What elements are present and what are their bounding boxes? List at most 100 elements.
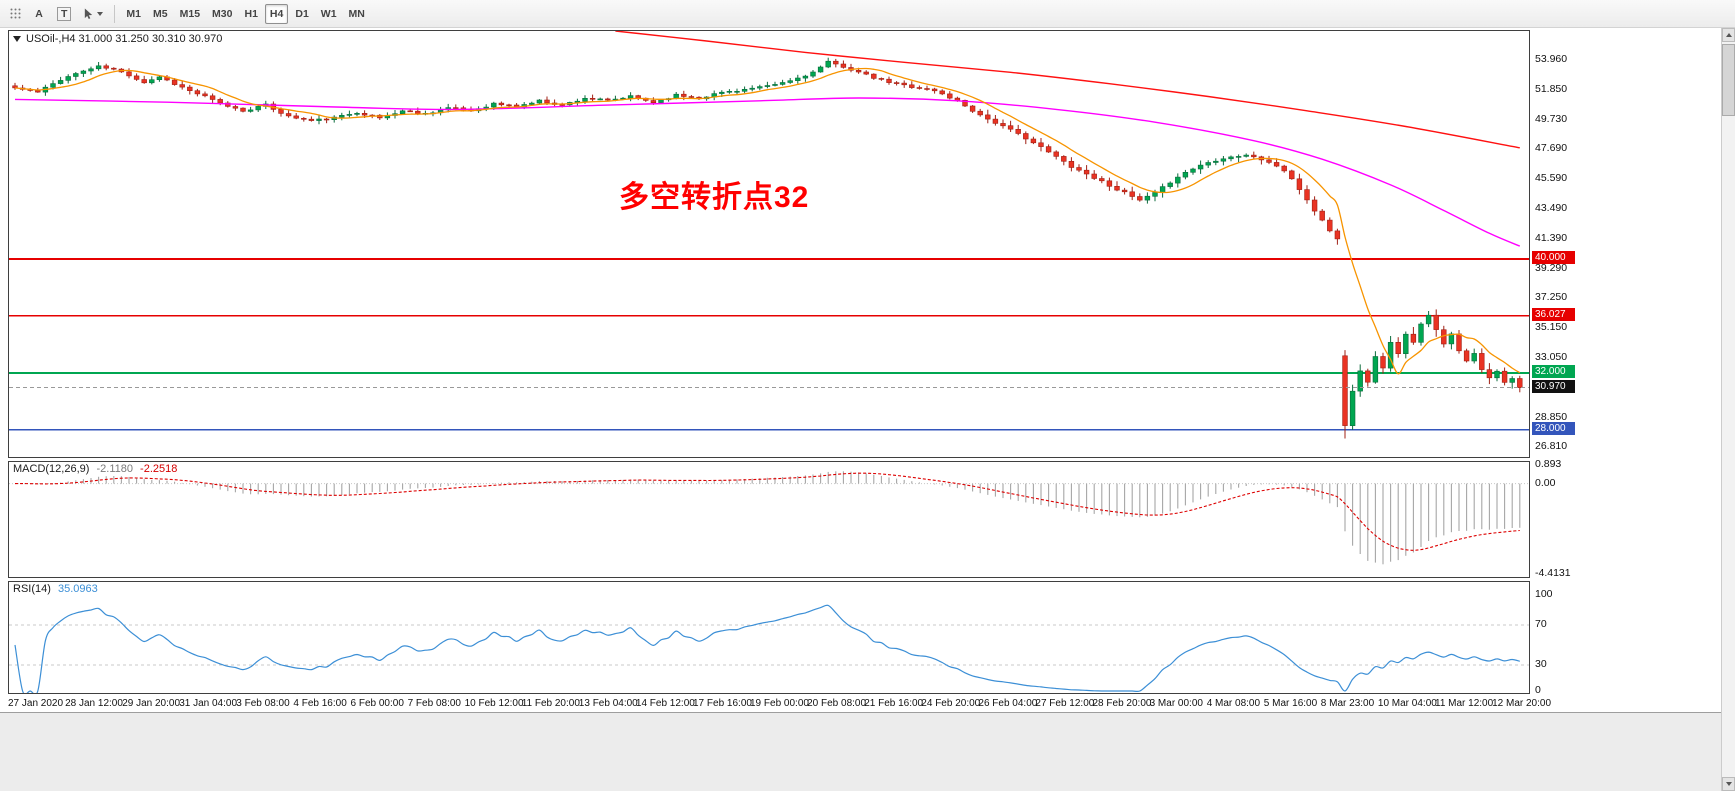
macd-pane[interactable]: MACD(12,26,9) -2.1180 -2.2518 [8, 461, 1530, 578]
time-axis-label: 21 Feb 16:00 [864, 698, 924, 709]
macd-canvas[interactable] [9, 462, 1529, 577]
macd-main-value: -2.1180 [96, 463, 133, 475]
rsi-axis-tick: 70 [1535, 618, 1547, 630]
ma-fast-line [14, 67, 1521, 375]
chart-header: USOil-,H4 31.000 31.250 30.310 30.970 [13, 33, 222, 45]
price-chart-canvas[interactable] [9, 31, 1529, 457]
ma-medium-line [14, 97, 1521, 247]
cursor-icon [83, 8, 94, 20]
price-axis-tick: 47.690 [1535, 142, 1568, 155]
annotation-text[interactable]: 多空转折点32 [619, 181, 810, 214]
toolbar-separator [114, 4, 116, 23]
rsi-canvas[interactable] [9, 582, 1529, 693]
price-line-label: 28.000 [1532, 421, 1575, 435]
time-axis-label: 27 Feb 12:00 [1035, 698, 1095, 709]
price-line-label: 36.027 [1532, 307, 1575, 321]
time-axis-label: 29 Jan 20:00 [122, 698, 181, 709]
time-axis-label: 4 Feb 16:00 [293, 698, 347, 709]
price-line-label: 32.000 [1532, 364, 1575, 378]
text-label-tool[interactable]: T [52, 4, 76, 24]
price-axis-tick: 45.590 [1535, 172, 1568, 185]
time-axis-label: 27 Jan 2020 [8, 698, 64, 709]
timeframe-m1[interactable]: M1 [126, 7, 142, 20]
time-axis-label: 17 Feb 16:00 [693, 698, 752, 709]
time-axis-label: 26 Feb 04:00 [978, 698, 1038, 709]
time-axis[interactable]: 27 Jan 2020 28 Jan 12:00 29 Jan 20:00 31 Ja… [0, 696, 1551, 712]
time-axis-label: 20 Feb 08:00 [807, 698, 867, 709]
macd-name: MACD(12,26,9) [13, 463, 90, 475]
current-price-label: 30.970 [1532, 379, 1575, 393]
symbol-ohlc-text: USOil-,H4 31.000 31.250 30.310 30.970 [26, 33, 223, 45]
timeframe-d1[interactable]: D1 [295, 7, 309, 20]
time-axis-label: 7 Feb 08:00 [407, 698, 461, 709]
timeframe-w1[interactable]: W1 [320, 7, 337, 20]
time-axis-label: 28 Feb 20:00 [1092, 698, 1152, 709]
macd-axis-tick: -4.4131 [1535, 567, 1571, 580]
price-axis-tick: 26.810 [1535, 439, 1568, 452]
grid-icon [10, 8, 21, 19]
dropdown-caret-icon [97, 11, 104, 16]
timeframe-h4[interactable]: H4 [264, 3, 289, 24]
price-axis-tick: 33.050 [1535, 351, 1568, 363]
macd-signal-value: -2.2518 [140, 463, 178, 475]
time-axis-label: 4 Mar 08:00 [1206, 698, 1261, 709]
timeframe-mn[interactable]: MN [348, 7, 365, 20]
macd-signal-line [14, 472, 1520, 551]
text-annotation-tool[interactable]: A [35, 7, 43, 20]
rsi-label: RSI(14) 35.0963 [13, 583, 98, 595]
macd-label: MACD(12,26,9) -2.1180 -2.2518 [13, 463, 177, 475]
bottom-strip [0, 712, 1735, 791]
price-axis-tick: 35.150 [1535, 321, 1568, 334]
rsi-pane[interactable]: RSI(14) 35.0963 [8, 581, 1530, 694]
time-axis-label: 10 Feb 12:00 [464, 698, 524, 709]
price-axis[interactable]: 53.960 51.850 49.730 47.690 45.590 43.490 41.3… [1530, 28, 1721, 712]
price-axis-tick: 41.390 [1535, 232, 1568, 245]
macd-axis-tick: 0.893 [1535, 458, 1562, 471]
price-axis-tick: 37.250 [1535, 291, 1568, 304]
time-axis-label: 19 Feb 00:00 [750, 698, 809, 709]
timeframe-m5[interactable]: M5 [153, 7, 168, 20]
rsi-axis-tick: 0 [1535, 684, 1541, 696]
arrow-up-icon [1725, 33, 1732, 37]
grid-tool[interactable] [4, 4, 26, 24]
timeframe-h1[interactable]: H1 [244, 7, 258, 20]
arrows-tool[interactable] [78, 4, 108, 24]
rsi-axis-tick: 30 [1535, 658, 1547, 670]
price-axis-tick: 39.290 [1535, 262, 1568, 275]
time-axis-label: 12 Mar 20:00 [1492, 698, 1552, 709]
time-axis-label: 8 Mar 23:00 [1320, 698, 1375, 709]
vertical-scrollbar[interactable] [1721, 28, 1735, 791]
price-line-label: 40.000 [1532, 251, 1575, 264]
ma-slow-line [615, 31, 1520, 149]
time-axis-label: 5 Mar 16:00 [1263, 698, 1318, 709]
rsi-value: 35.0963 [57, 583, 98, 595]
symbol-dropdown-icon[interactable] [13, 36, 21, 42]
arrow-down-icon [1725, 782, 1732, 786]
time-axis-label: 10 Mar 04:00 [1377, 698, 1437, 709]
main-price-pane[interactable]: USOil-,H4 31.000 31.250 30.310 30.970 多空… [8, 30, 1530, 458]
scrollbar-down-button[interactable] [1722, 777, 1735, 791]
price-axis-tick: 53.960 [1535, 53, 1568, 66]
timeframe-group: M1 M5 M15 M30 H1 H4 D1 W1 MN [121, 3, 369, 24]
price-axis-tick: 28.850 [1535, 410, 1568, 423]
price-axis-tick: 49.730 [1535, 113, 1568, 126]
time-axis-label: 14 Feb 12:00 [635, 698, 695, 709]
time-axis-label: 6 Feb 00:00 [350, 698, 404, 709]
scrollbar-up-button[interactable] [1722, 28, 1735, 42]
time-axis-label: 13 Feb 04:00 [578, 698, 638, 709]
price-axis-tick: 43.490 [1535, 202, 1568, 215]
timeframe-m15[interactable]: M15 [179, 7, 201, 20]
time-axis-label: 24 Feb 20:00 [921, 698, 981, 709]
time-axis-label: 31 Jan 04:00 [179, 698, 238, 709]
time-axis-label: 28 Jan 12:00 [65, 698, 123, 709]
time-axis-label: 3 Mar 00:00 [1149, 698, 1203, 709]
timeframe-m30[interactable]: M30 [212, 7, 233, 20]
rsi-name: RSI(14) [13, 583, 51, 595]
time-axis-label: 11 Mar 12:00 [1435, 698, 1494, 709]
scrollbar-thumb[interactable] [1722, 44, 1735, 116]
rsi-line [14, 604, 1520, 693]
rsi-axis-tick: 100 [1535, 588, 1553, 600]
time-axis-label: 3 Feb 08:00 [236, 698, 290, 709]
